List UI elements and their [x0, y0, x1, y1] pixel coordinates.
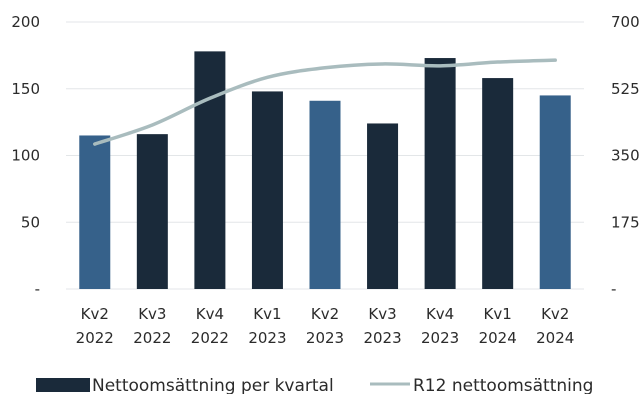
bar [482, 78, 514, 289]
category-label-quarter: Kv2 [81, 305, 109, 323]
category-label-quarter: Kv4 [196, 305, 224, 323]
left-tick-label: 150 [11, 80, 40, 98]
category-label-year: 2022 [133, 329, 171, 347]
category-labels: Kv2 2022 Kv3 2022 Kv4 2022 Kv1 2023 Kv2 2023 Kv3 20… [76, 305, 575, 347]
bar [367, 123, 399, 290]
right-tick-label: - [611, 280, 616, 298]
category-label-year: 2023 [421, 329, 459, 347]
left-axis-ticks: - 50 100 150 200 [11, 13, 40, 298]
bar [309, 100, 341, 289]
category-label-year: 2022 [191, 329, 229, 347]
category-label-quarter: Kv3 [138, 305, 166, 323]
right-tick-label: 525 [611, 80, 640, 98]
category-label-quarter: Kv3 [368, 305, 396, 323]
bar [79, 135, 111, 289]
left-tick-label: 50 [21, 213, 40, 231]
category-label-year: 2022 [76, 329, 114, 347]
legend-label-line: R12 nettoomsättning [413, 376, 593, 394]
legend: Nettoomsättning per kvartal R12 nettooms… [36, 376, 593, 394]
left-tick-label: - [35, 280, 40, 298]
right-tick-label: 350 [611, 147, 640, 165]
category-label-year: 2023 [248, 329, 286, 347]
right-tick-label: 175 [611, 213, 640, 231]
bar [251, 91, 283, 289]
bar [424, 58, 456, 289]
bar [539, 95, 571, 289]
right-tick-label: 700 [611, 13, 640, 31]
bar [194, 51, 226, 290]
category-label-year: 2023 [363, 329, 401, 347]
category-label-year: 2024 [479, 329, 517, 347]
category-label-quarter: Kv1 [484, 305, 512, 323]
category-label-year: 2024 [536, 329, 574, 347]
right-axis-ticks: - 175 350 525 700 [611, 13, 640, 298]
bar [136, 134, 168, 289]
left-tick-label: 100 [11, 147, 40, 165]
category-label-quarter: Kv2 [311, 305, 339, 323]
legend-swatch-bars [36, 378, 90, 392]
legend-label-bars: Nettoomsättning per kvartal [92, 376, 334, 394]
left-tick-label: 200 [11, 13, 40, 31]
category-label-quarter: Kv1 [253, 305, 281, 323]
bar-series [79, 51, 571, 290]
category-label-year: 2023 [306, 329, 344, 347]
category-label-quarter: Kv2 [541, 305, 569, 323]
category-label-quarter: Kv4 [426, 305, 454, 323]
line-series [93, 58, 557, 146]
r12-line [93, 58, 557, 146]
